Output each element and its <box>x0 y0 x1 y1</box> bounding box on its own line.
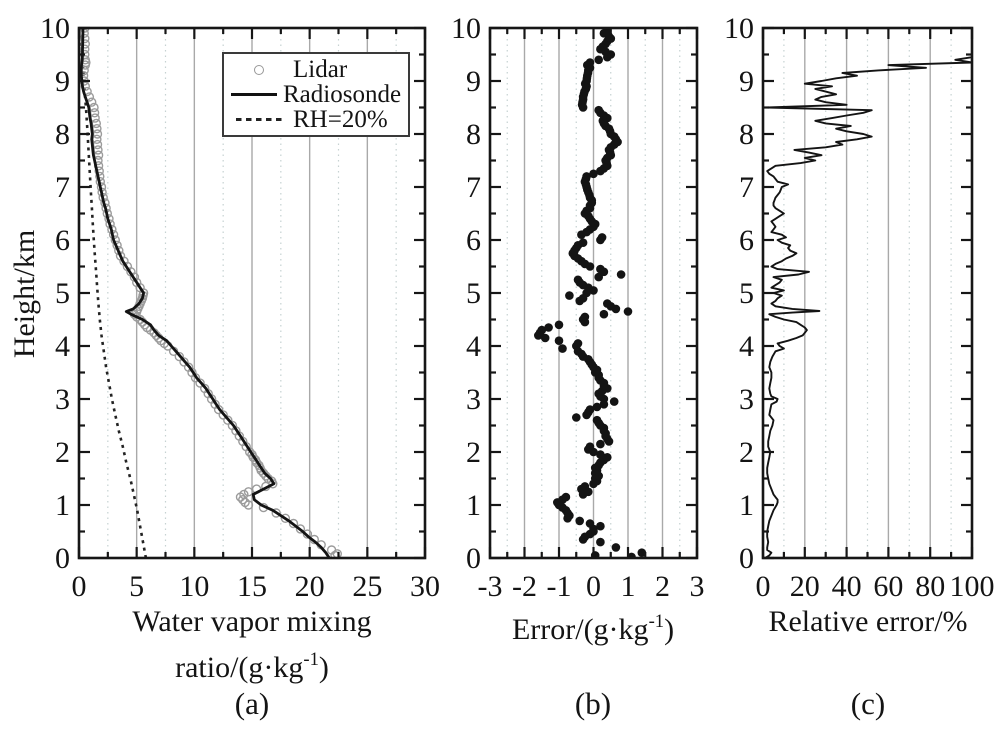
svg-text:3: 3 <box>739 383 754 416</box>
svg-text:-3: -3 <box>478 570 503 603</box>
svg-text:9: 9 <box>55 65 70 98</box>
svg-text:15: 15 <box>237 570 267 603</box>
superscript: -1 <box>648 611 665 632</box>
legend-item-radiosonde: Radiosonde <box>231 80 402 108</box>
svg-text:0: 0 <box>55 542 70 575</box>
svg-text:9: 9 <box>739 65 754 98</box>
svg-text:0: 0 <box>466 542 481 575</box>
svg-text:0: 0 <box>739 542 754 575</box>
svg-text:1: 1 <box>621 570 636 603</box>
svg-text:1: 1 <box>739 489 754 522</box>
svg-text:5: 5 <box>739 277 754 310</box>
svg-text:6: 6 <box>55 224 70 257</box>
svg-text:7: 7 <box>739 171 754 204</box>
y-axis-title-text: Height/km <box>8 229 41 359</box>
svg-text:6: 6 <box>739 224 754 257</box>
legend-label: Radiosonde <box>283 80 402 108</box>
svg-text:0: 0 <box>586 570 601 603</box>
svg-text:2: 2 <box>466 436 481 469</box>
panel-b-caption: (b) <box>574 686 612 721</box>
svg-text:4: 4 <box>466 330 481 363</box>
panel-c-caption: (c) <box>850 686 886 721</box>
panel-a-x-title-line1: Water vapor mixing <box>132 605 372 638</box>
panel-a-x-title: Water vapor mixing ratio/(g·kg-1) <box>79 603 425 687</box>
svg-text:5: 5 <box>55 277 70 310</box>
svg-text:1: 1 <box>55 489 70 522</box>
superscript: -1 <box>303 649 319 670</box>
svg-text:5: 5 <box>129 570 144 603</box>
legend-item-lidar: Lidar <box>231 55 401 83</box>
dashed-line-icon <box>231 117 287 122</box>
svg-text:3: 3 <box>466 383 481 416</box>
svg-text:9: 9 <box>466 65 481 98</box>
svg-text:6: 6 <box>466 224 481 257</box>
svg-text:4: 4 <box>55 330 70 363</box>
svg-text:-2: -2 <box>512 570 537 603</box>
svg-text:10: 10 <box>179 570 209 603</box>
svg-text:4: 4 <box>739 330 754 363</box>
legend-label: RH=20% <box>293 105 388 133</box>
panel-a-x-title-line2: ratio/(g·kg-1) <box>175 649 329 685</box>
svg-text:25: 25 <box>352 570 382 603</box>
svg-text:0: 0 <box>72 570 87 603</box>
svg-text:8: 8 <box>466 118 481 151</box>
svg-text:0: 0 <box>756 570 771 603</box>
y-axis-title: Height/km <box>8 144 44 444</box>
svg-text:40: 40 <box>832 570 862 603</box>
panel-b-x-title: Error/(g·kg-1) <box>511 611 675 647</box>
svg-text:2: 2 <box>55 436 70 469</box>
solid-line-icon <box>231 92 277 97</box>
legend-item-rh20: RH=20% <box>231 105 401 133</box>
svg-text:3: 3 <box>55 383 70 416</box>
svg-text:2: 2 <box>739 436 754 469</box>
svg-text:7: 7 <box>466 171 481 204</box>
panel-a-caption: (a) <box>234 686 270 721</box>
svg-text:80: 80 <box>915 570 945 603</box>
svg-text:8: 8 <box>739 118 754 151</box>
svg-text:10: 10 <box>724 12 754 45</box>
svg-text:20: 20 <box>790 570 820 603</box>
svg-text:100: 100 <box>950 570 995 603</box>
svg-text:2: 2 <box>655 570 670 603</box>
svg-text:7: 7 <box>55 171 70 204</box>
svg-text:3: 3 <box>690 570 705 603</box>
open-circle-icon <box>231 64 287 75</box>
svg-text:8: 8 <box>55 118 70 151</box>
svg-text:5: 5 <box>466 277 481 310</box>
legend: Lidar Radiosonde RH=20% <box>222 52 410 137</box>
panel-c-x-title: Relative error/% <box>768 605 968 638</box>
legend-label: Lidar <box>293 55 348 83</box>
svg-text:30: 30 <box>410 570 440 603</box>
svg-text:1: 1 <box>466 489 481 522</box>
svg-text:10: 10 <box>451 12 481 45</box>
svg-text:20: 20 <box>295 570 325 603</box>
svg-text:-1: -1 <box>547 570 572 603</box>
svg-text:60: 60 <box>873 570 903 603</box>
svg-text:10: 10 <box>40 12 70 45</box>
